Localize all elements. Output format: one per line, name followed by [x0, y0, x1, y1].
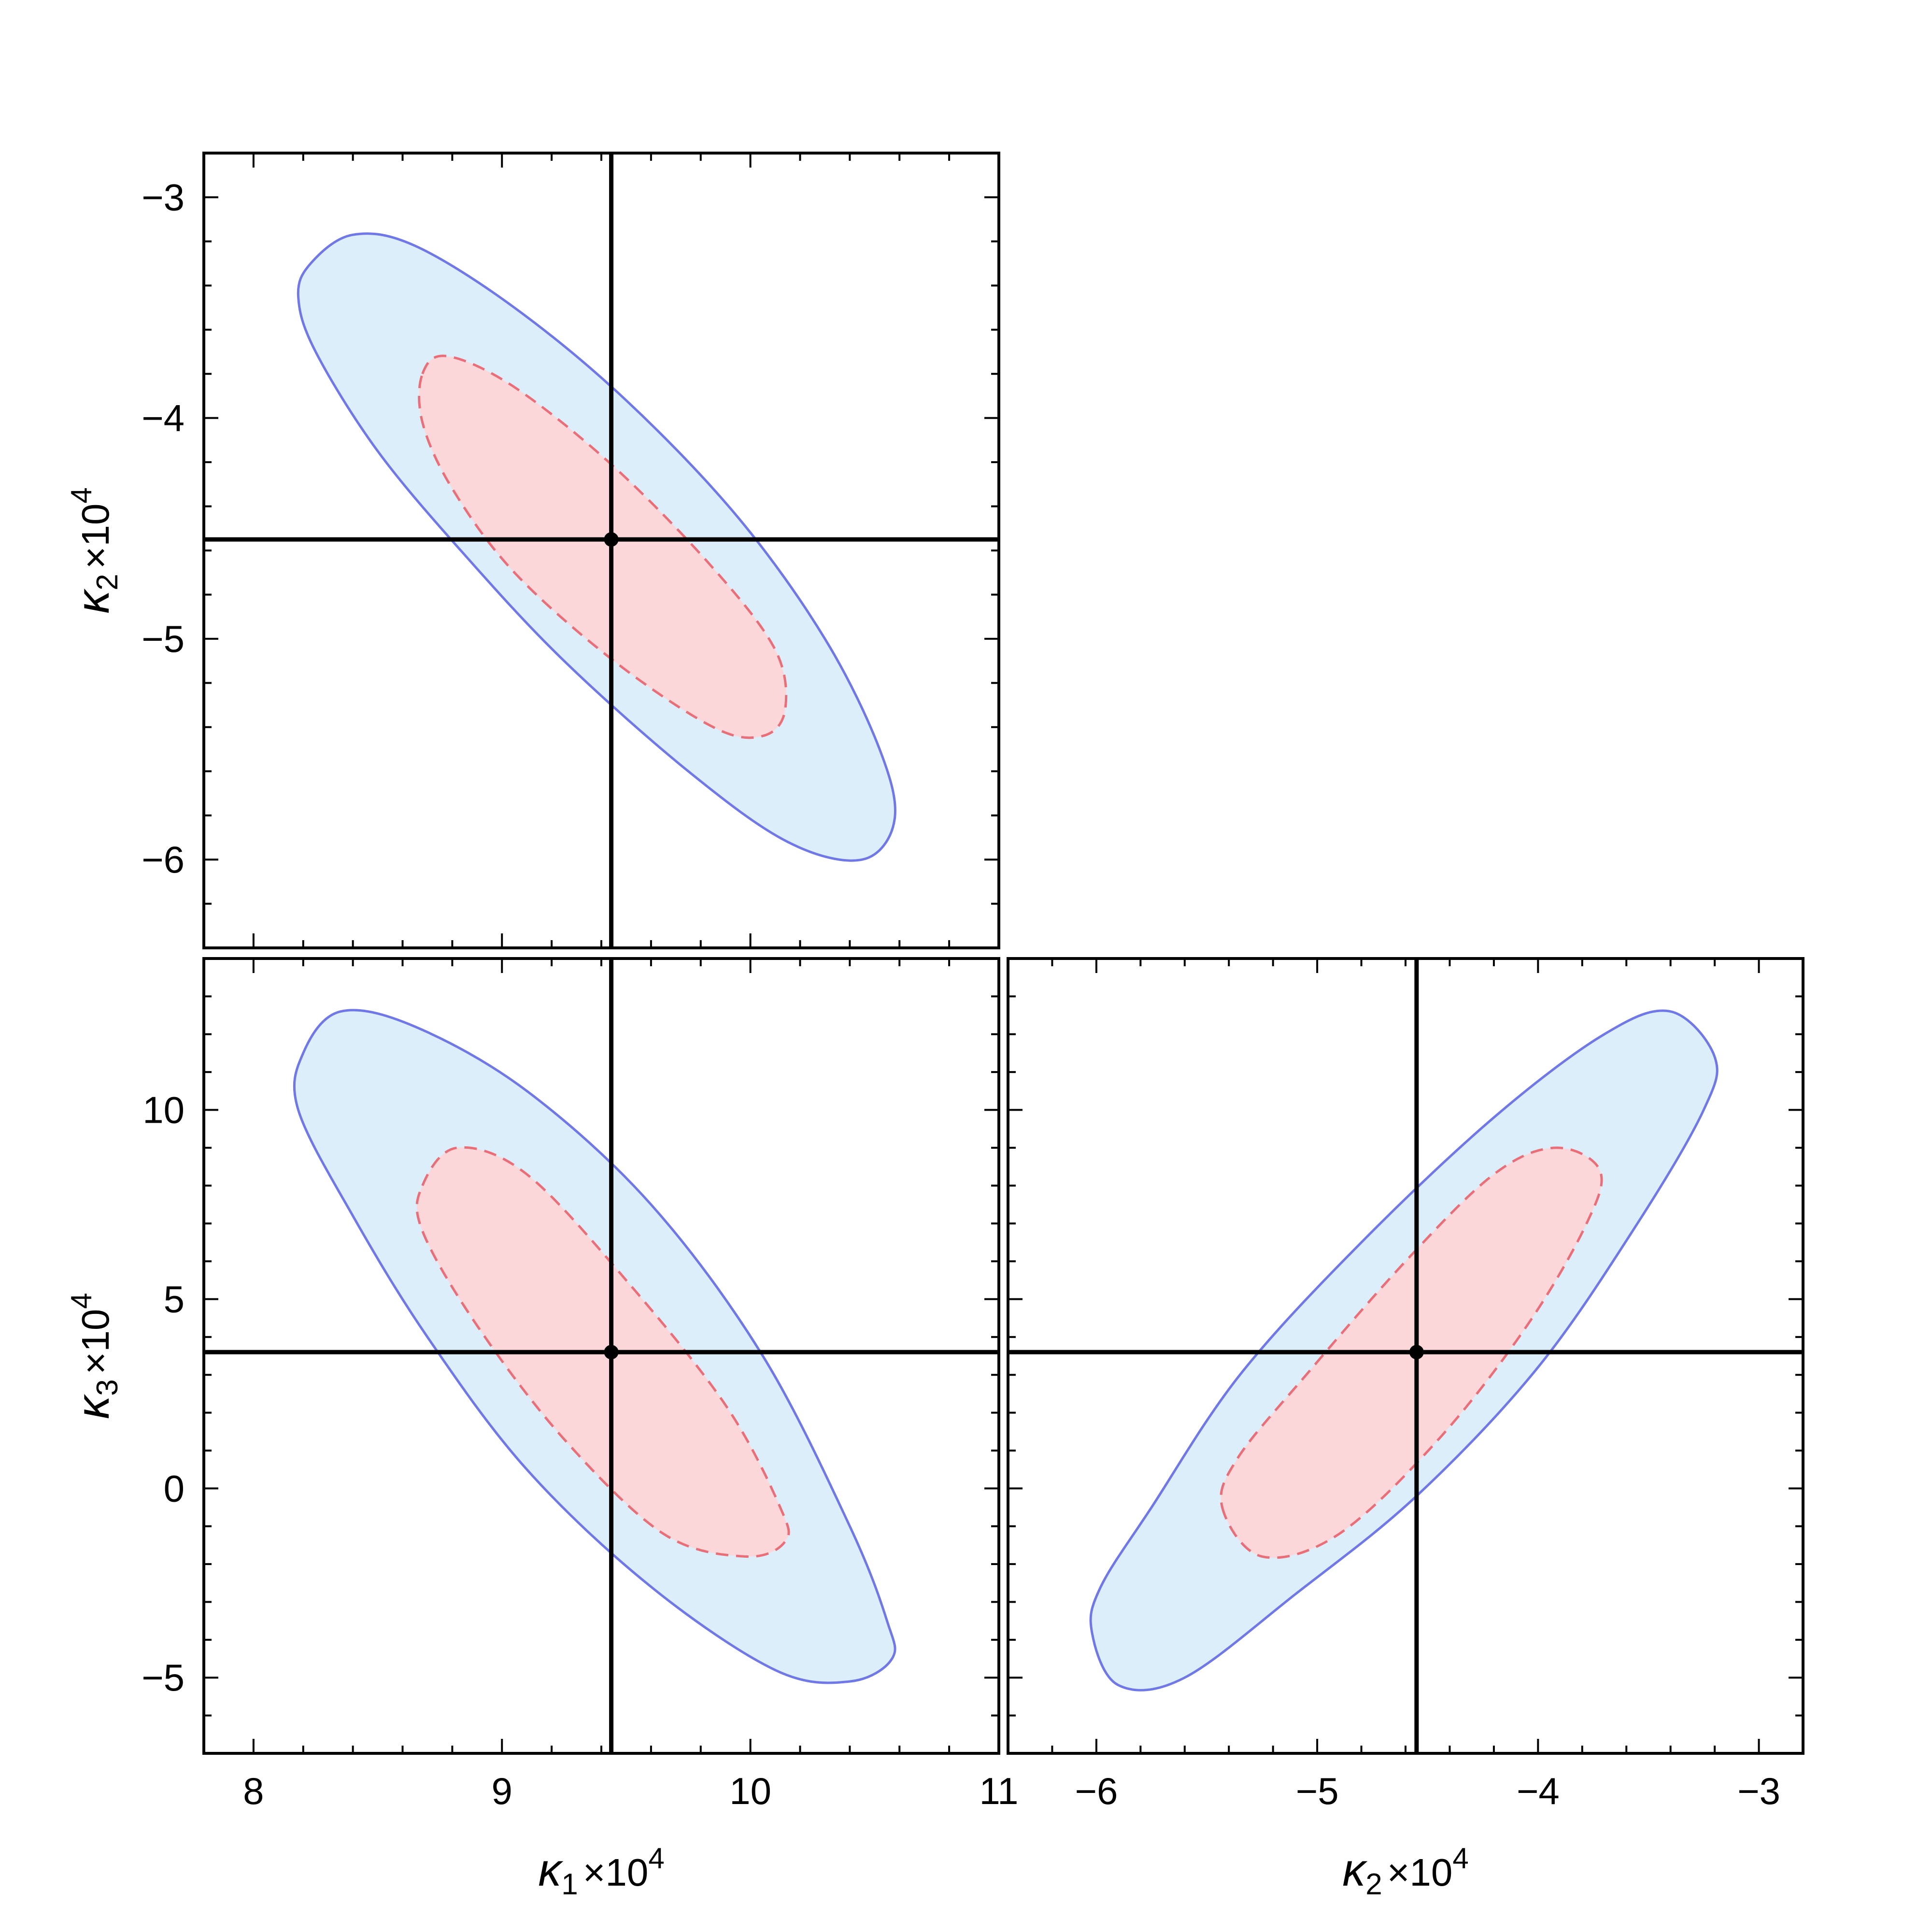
- y-axis-title: κ2 ×104: [65, 487, 124, 614]
- axis-title-superscript: 4: [65, 1293, 98, 1309]
- axis-title-multiplier: ×10: [1387, 1851, 1453, 1894]
- axis-title-symbol: κ: [67, 1394, 119, 1419]
- axis-title-symbol: κ: [67, 588, 119, 614]
- panel-frame: [1007, 957, 1804, 1755]
- x-tick-label: −4: [1517, 1770, 1560, 1812]
- y-tick-label: −4: [142, 397, 185, 439]
- x-tick-label: 8: [243, 1770, 264, 1812]
- axis-title-superscript: 4: [65, 487, 98, 503]
- x-tick-label: −6: [1075, 1770, 1118, 1812]
- y-tick-label: −6: [142, 838, 185, 881]
- x-tick-label: −3: [1737, 1770, 1780, 1812]
- y-tick-label: 5: [164, 1278, 185, 1320]
- best-fit-point: [604, 532, 619, 547]
- x-tick-label: 10: [729, 1770, 771, 1812]
- axis-title-superscript: 4: [648, 1842, 664, 1875]
- x-tick-label: 9: [492, 1770, 512, 1812]
- panel-kappa3-vs-kappa2: −6 −5 −4 −3 κ2 ×104: [1007, 957, 1804, 1901]
- inner-confidence-region: [418, 354, 788, 739]
- axis-title-multiplier: ×10: [74, 1309, 117, 1375]
- y-axis-title: κ3 ×104: [65, 1293, 124, 1419]
- x-axis-title: κ1 ×104: [538, 1842, 665, 1901]
- y-tick-label: −5: [142, 618, 185, 660]
- panel-kappa2-vs-kappa1: −6 −5 −4 −3 κ2 ×104: [65, 152, 1000, 949]
- axis-title-symbol: κ: [538, 1844, 564, 1896]
- axis-title-subscript: 3: [91, 1379, 124, 1396]
- axis-title-superscript: 4: [1452, 1842, 1468, 1875]
- axis-title-multiplier: ×10: [583, 1851, 649, 1894]
- axis-title-symbol: κ: [1342, 1844, 1368, 1896]
- best-fit-point: [1409, 1345, 1424, 1360]
- axis-title-subscript: 2: [91, 574, 124, 590]
- axis-title-multiplier: ×10: [74, 504, 117, 569]
- panel-frame: [202, 957, 1000, 1755]
- x-tick-label: 11: [980, 1770, 1019, 1812]
- y-tick-label: 10: [142, 1089, 185, 1131]
- y-tick-label: 0: [164, 1467, 185, 1509]
- axis-title-subscript: 1: [561, 1868, 578, 1901]
- x-axis-title: κ2 ×104: [1342, 1842, 1469, 1901]
- best-fit-point: [604, 1345, 619, 1360]
- y-tick-label: −5: [142, 1656, 185, 1699]
- panel-frame: [202, 152, 1000, 949]
- axis-title-subscript: 2: [1365, 1868, 1382, 1901]
- y-tick-label: −3: [142, 176, 185, 218]
- x-tick-label: −5: [1296, 1770, 1339, 1812]
